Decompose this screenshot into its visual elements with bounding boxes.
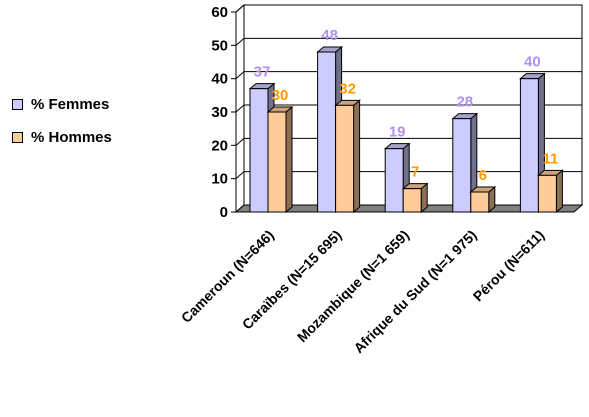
y-tick-label: 60 — [211, 4, 228, 21]
y-tick-label: 10 — [211, 171, 228, 188]
bar-femmes-1 — [317, 51, 337, 213]
bar-femmes-3 — [452, 118, 472, 213]
y-tick-label: 30 — [211, 104, 228, 121]
y-tick-label: 0 — [220, 204, 228, 221]
data-label-femmes-0: 37 — [254, 64, 271, 81]
bar-hommes-1-side — [353, 99, 361, 214]
gridline — [235, 37, 582, 46]
bar-femmes-4 — [519, 78, 539, 213]
gridline — [235, 104, 582, 113]
data-label-femmes-3: 28 — [456, 94, 473, 111]
data-label-femmes-1: 48 — [321, 27, 338, 44]
x-tick-label: Pérou (N=611) — [470, 227, 548, 305]
data-label-hommes-1: 32 — [339, 80, 356, 97]
x-tick-label: Afrique du Sud (N=1 975) — [350, 227, 479, 356]
legend-swatch-femmes — [12, 98, 23, 110]
data-label-hommes-3: 6 — [479, 167, 487, 184]
bar-hommes-2 — [402, 188, 422, 213]
bar-femmes-2 — [384, 148, 404, 213]
legend-label-hommes: % Hommes — [31, 128, 112, 146]
legend-swatch-hommes — [12, 131, 23, 143]
legend-item-hommes: % Hommes — [12, 128, 112, 146]
y-tick-label: 40 — [211, 71, 228, 88]
bar-hommes-1 — [335, 104, 355, 213]
gridline — [235, 71, 582, 80]
bar-hommes-0-side — [285, 105, 293, 214]
data-label-hommes-0: 30 — [272, 87, 289, 104]
bar-hommes-0 — [267, 111, 287, 213]
gridline — [235, 4, 582, 13]
bar-hommes-4-side — [555, 169, 563, 214]
data-label-hommes-2: 7 — [411, 164, 419, 181]
bar-femmes-0 — [249, 88, 269, 213]
data-label-femmes-2: 19 — [389, 124, 406, 141]
y-tick-label: 20 — [211, 137, 228, 154]
legend-item-femmes: % Femmes — [12, 95, 112, 113]
legend-label-femmes: % Femmes — [31, 95, 110, 113]
y-tick-label: 50 — [211, 37, 228, 54]
bar-hommes-4 — [537, 174, 557, 213]
legend: % Femmes % Hommes — [12, 96, 112, 162]
x-tick-label: Mozambique (N=1 659) — [294, 227, 412, 345]
bar-hommes-3 — [470, 191, 490, 213]
data-label-hommes-4: 11 — [542, 150, 558, 167]
data-label-femmes-4: 40 — [524, 54, 541, 71]
